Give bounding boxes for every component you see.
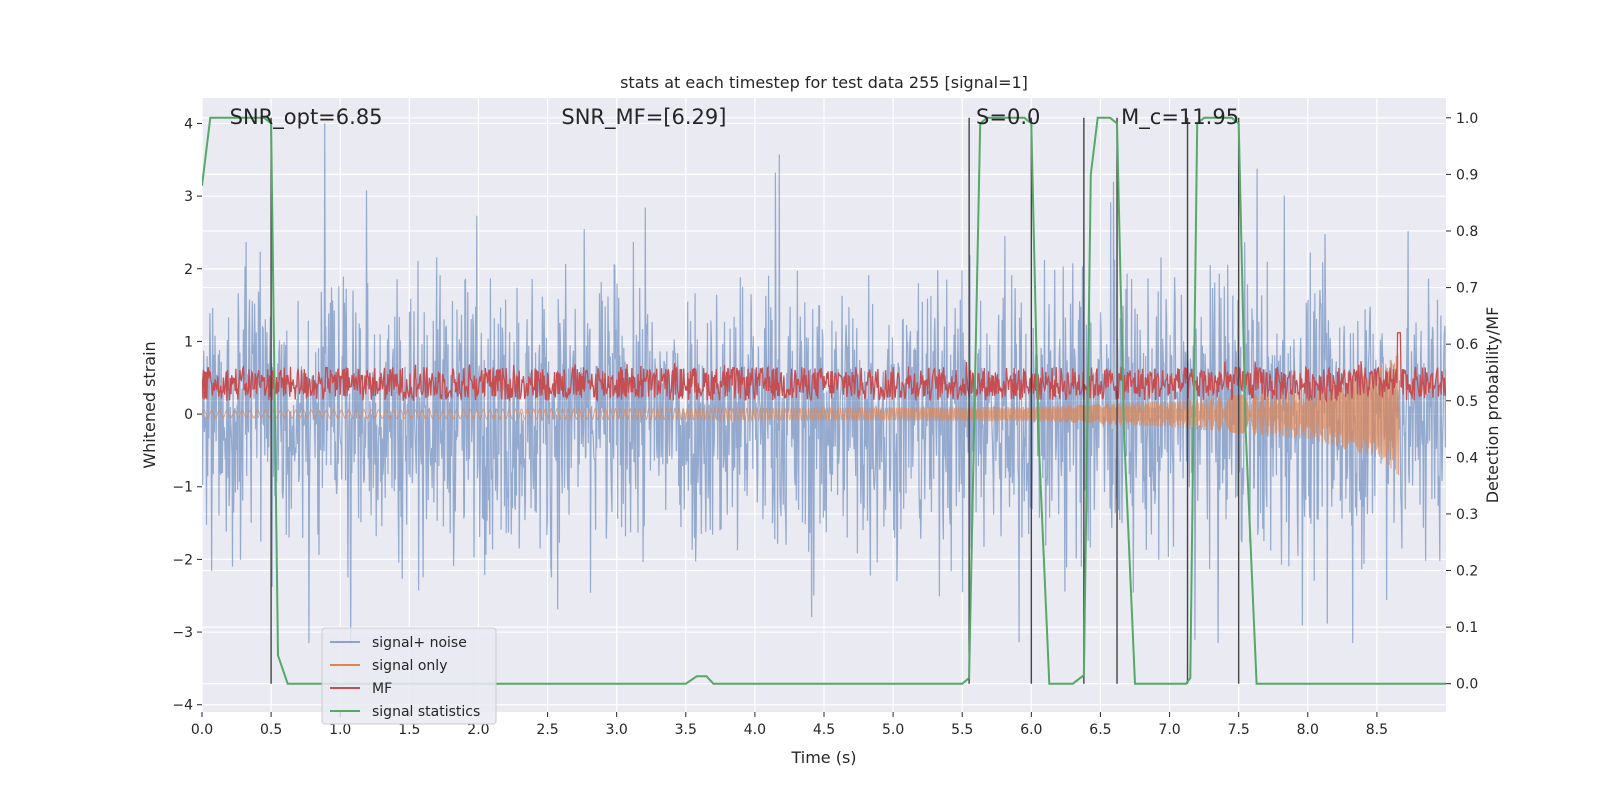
x-tick-label: 7.0 xyxy=(1158,722,1180,738)
x-tick-label: 1.5 xyxy=(398,722,420,738)
y-right-tick-label: 0.9 xyxy=(1456,167,1478,183)
x-tick-label: 0.5 xyxy=(260,722,282,738)
x-tick-label: 8.0 xyxy=(1297,722,1319,738)
series-signal-statistics xyxy=(202,116,1446,685)
legend-box xyxy=(321,627,497,725)
y-axis-label-right: Detection probability/MF xyxy=(1483,307,1502,504)
legend: signal+ noise signal only MF signal statist… xyxy=(321,627,497,725)
x-tick-label: 6.0 xyxy=(1020,722,1042,738)
x-tick-label: 3.0 xyxy=(606,722,628,738)
x-tick-label: 3.5 xyxy=(675,722,697,738)
y-left-tick-label: −4 xyxy=(172,698,193,714)
x-tick-label: 2.0 xyxy=(467,722,489,738)
y-left-tick-label: 3 xyxy=(184,189,193,205)
x-tick-label: 5.0 xyxy=(882,722,904,738)
y-left-tick-label: −1 xyxy=(172,480,193,496)
plot-area xyxy=(202,116,1446,685)
annotation-text: SNR_opt=6.85 xyxy=(230,105,383,130)
y-right-tick-label: 0.4 xyxy=(1456,450,1478,466)
x-tick-label: 4.0 xyxy=(744,722,766,738)
legend-label: signal+ noise xyxy=(372,635,467,651)
y-right-tick-label: 0.0 xyxy=(1456,677,1478,693)
annotation-text: M_c=11.95 xyxy=(1121,105,1239,130)
legend-label: MF xyxy=(372,681,392,697)
y-right-tick-label: 0.2 xyxy=(1456,564,1478,580)
x-tick-label: 5.5 xyxy=(951,722,973,738)
y-left-tick-label: −2 xyxy=(172,552,193,568)
x-tick-label: 0.0 xyxy=(191,722,213,738)
axes: 0.0 0.5 1.0 1.5 2.0 2.5 3.0 3.5 4.0 4.5 5.0 5.5 6.0 6… xyxy=(172,111,1478,738)
legend-label: signal only xyxy=(372,658,447,674)
chart-title: stats at each timestep for test data 255… xyxy=(620,73,1028,92)
y-axis-label-left: Whitened strain xyxy=(140,341,159,468)
x-tick-label: 2.5 xyxy=(536,722,558,738)
annotation-text: S=0.0 xyxy=(976,105,1040,129)
y-left-tick-label: 1 xyxy=(184,334,193,350)
y-right-tick-label: 0.1 xyxy=(1456,620,1478,636)
x-axis-label: Time (s) xyxy=(790,748,856,767)
y-right-tick-label: 0.5 xyxy=(1456,394,1478,410)
x-tick-label: 8.5 xyxy=(1366,722,1388,738)
y-right-tick-label: 0.3 xyxy=(1456,507,1478,523)
legend-label: signal statistics xyxy=(372,704,480,720)
y-right-tick-label: 0.6 xyxy=(1456,337,1478,353)
y-right-tick-label: 0.7 xyxy=(1456,281,1478,297)
series-signal-only xyxy=(202,353,1400,476)
x-tick-label: 1.0 xyxy=(329,722,351,738)
x-tick-label: 4.5 xyxy=(813,722,835,738)
annotations: SNR_opt=6.85 SNR_MF=[6.29] S=0.0 M_c=11.95 xyxy=(230,105,1239,130)
y-left-tick-label: 2 xyxy=(184,262,193,278)
annotation-text: SNR_MF=[6.29] xyxy=(561,105,726,130)
y-left-tick-label: 4 xyxy=(184,116,193,132)
y-right-tick-label: 0.8 xyxy=(1456,224,1478,240)
y-left-tick-label: 0 xyxy=(184,407,193,423)
x-tick-label: 7.5 xyxy=(1228,722,1250,738)
x-tick-label: 6.5 xyxy=(1089,722,1111,738)
y-right-tick-label: 1.0 xyxy=(1456,111,1478,127)
y-left-tick-label: −3 xyxy=(172,625,193,641)
